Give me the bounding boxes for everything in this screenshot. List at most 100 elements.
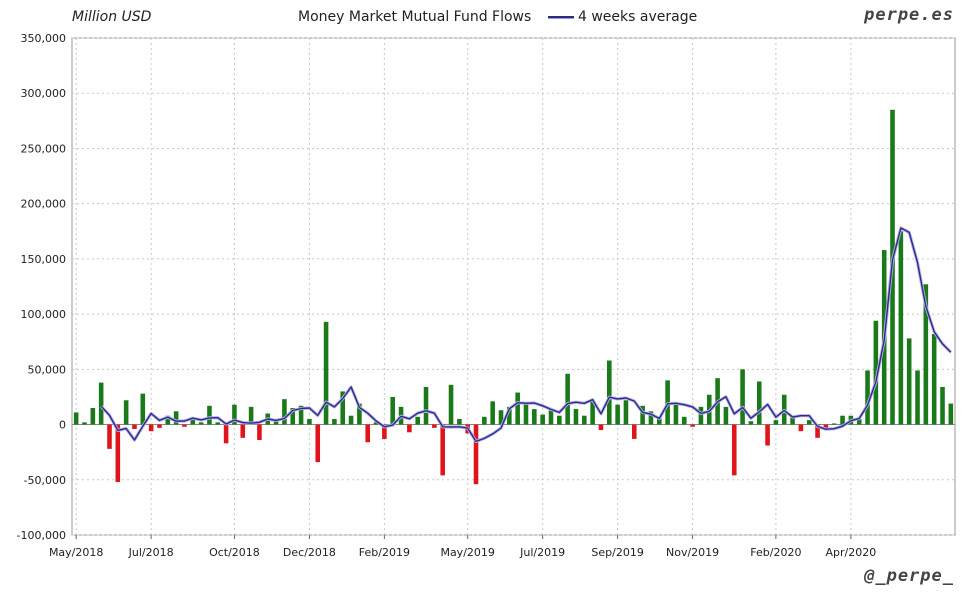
flow-bar — [740, 369, 745, 425]
flow-bar — [856, 419, 862, 425]
flow-bar — [348, 415, 354, 425]
y-tick-label: 0 — [59, 419, 66, 432]
flow-bar — [140, 393, 146, 425]
flow-bar — [923, 284, 929, 425]
flow-bar — [448, 384, 454, 425]
flow-bar — [631, 424, 637, 439]
unit-label: Million USD — [72, 9, 152, 25]
flow-bar — [798, 424, 804, 432]
flow-bar — [640, 405, 645, 425]
y-tick-label: 250,000 — [21, 142, 67, 155]
flow-bar — [365, 424, 371, 443]
flow-bar — [273, 421, 279, 425]
flow-bar — [648, 411, 654, 425]
flow-bar — [865, 370, 870, 425]
flow-bar — [565, 373, 570, 425]
flow-bar — [940, 387, 945, 425]
flow-bar — [823, 424, 829, 428]
flow-bar — [157, 424, 162, 428]
flow-bar — [307, 419, 312, 425]
plot-frame — [71, 37, 956, 536]
brand-logo: perpe.es — [864, 5, 954, 25]
x-tick-label: Jul/2019 — [519, 546, 565, 559]
flow-bar — [681, 416, 687, 425]
x-tick-label: Feb/2019 — [359, 546, 410, 559]
flow-bar — [407, 424, 412, 433]
legend-label: 4 weeks average — [578, 9, 698, 25]
credit-label: @_perpe_ — [864, 566, 954, 586]
chart-title: Money Market Mutual Fund Flows — [298, 9, 532, 25]
flow-bar — [931, 333, 937, 425]
flow-bar — [240, 424, 246, 438]
flow-bar — [82, 422, 87, 425]
flow-bar — [440, 424, 445, 476]
flow-bar — [698, 406, 704, 425]
flow-bar — [115, 424, 121, 482]
line-layer — [100, 226, 952, 443]
flow-bar — [540, 414, 545, 425]
flow-bar — [507, 406, 512, 425]
flow-bar — [373, 422, 379, 425]
flow-bar — [340, 391, 346, 425]
x-tick-label: Jul/2018 — [128, 546, 174, 559]
flow-bar — [582, 415, 587, 425]
flow-bar — [656, 417, 662, 425]
x-tick-label: Apr/2020 — [826, 546, 877, 559]
flow-bar — [498, 410, 504, 425]
flow-bar — [182, 424, 187, 427]
flow-bar — [323, 321, 329, 425]
flow-bar — [215, 422, 221, 425]
flow-bar — [165, 415, 171, 425]
flow-bar — [332, 419, 337, 425]
y-tick-label: 350,000 — [21, 32, 67, 45]
flow-bar — [915, 370, 920, 425]
flow-bar — [515, 392, 520, 425]
flow-bar — [756, 381, 762, 425]
x-tick-label: Feb/2020 — [750, 546, 801, 559]
x-tick-label: Oct/2018 — [209, 546, 260, 559]
flow-bar — [906, 338, 912, 425]
x-tick-label: May/2018 — [49, 546, 103, 559]
average-line — [100, 227, 952, 443]
flow-bar — [623, 400, 629, 425]
flow-bar — [248, 406, 254, 425]
flow-bar — [806, 420, 812, 425]
flow-bar — [748, 421, 754, 425]
flow-bar — [723, 406, 729, 425]
flow-bar — [123, 400, 129, 425]
flow-bar — [415, 416, 420, 425]
flow-bar — [298, 405, 304, 425]
flow-bar — [190, 419, 196, 425]
flow-bar — [90, 407, 96, 425]
flow-bar — [173, 411, 179, 425]
legend-line-swatch — [548, 16, 574, 18]
flow-bar — [198, 422, 204, 425]
grid-layer — [71, 37, 956, 536]
y-tick-label: -50,000 — [24, 474, 66, 487]
flow-bar — [731, 424, 737, 476]
flow-bar — [148, 424, 154, 432]
x-tick-label: Sep/2019 — [591, 546, 643, 559]
flow-bar — [315, 424, 321, 463]
flow-bar — [790, 416, 795, 425]
flow-bar — [690, 424, 695, 427]
flow-bar — [423, 387, 429, 425]
flow-bar — [257, 424, 262, 441]
flow-bar — [73, 412, 79, 425]
flow-bar — [432, 424, 437, 428]
flow-bar — [390, 396, 396, 425]
flow-bar — [232, 404, 237, 425]
flow-bar — [831, 423, 837, 425]
flow-bar — [557, 415, 562, 425]
flow-bar — [773, 420, 779, 425]
flow-bar — [490, 401, 495, 425]
flow-bar — [573, 409, 579, 425]
flow-bar — [532, 409, 537, 425]
flow-bar — [948, 403, 954, 425]
flow-bar — [615, 404, 620, 425]
flow-bar — [598, 424, 604, 431]
flow-bar — [673, 403, 679, 425]
flow-bar — [357, 403, 362, 425]
flow-bar — [207, 405, 212, 425]
